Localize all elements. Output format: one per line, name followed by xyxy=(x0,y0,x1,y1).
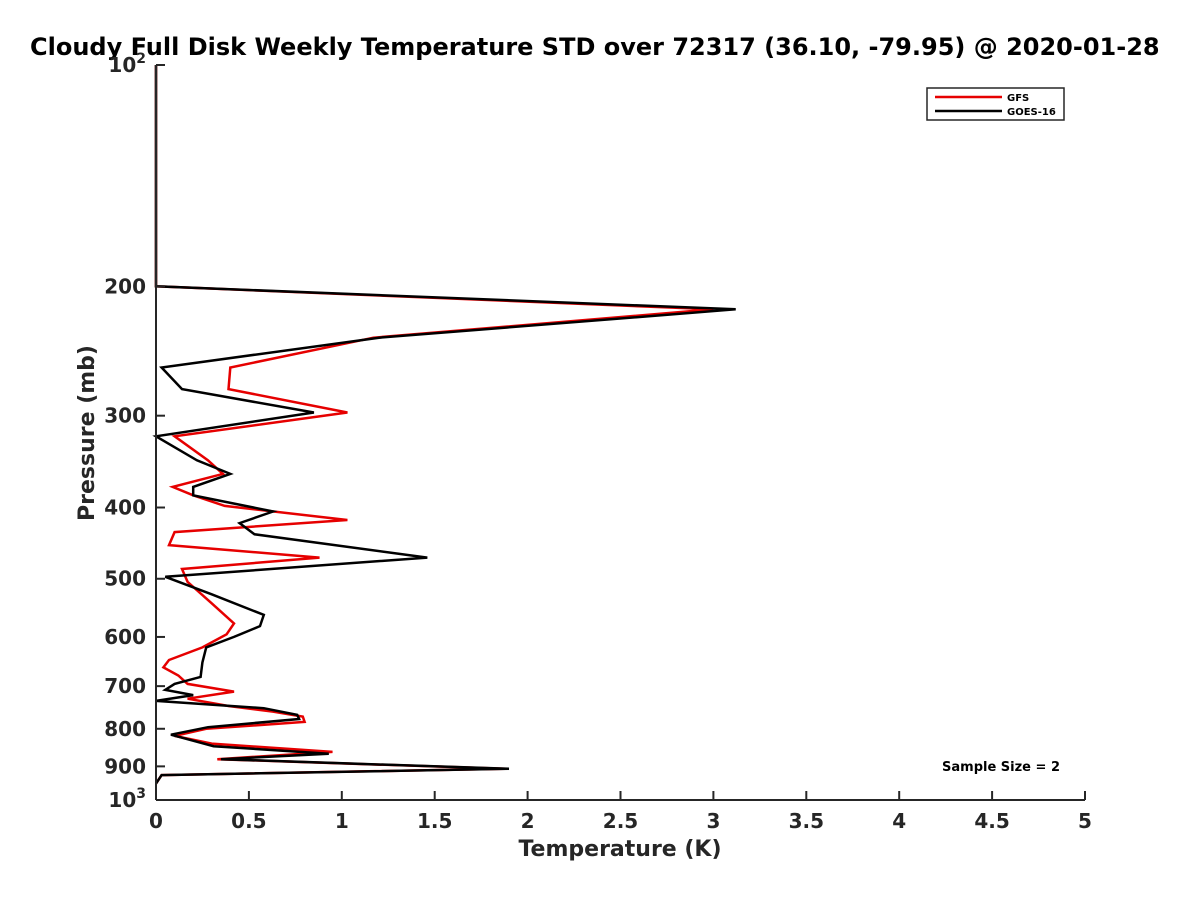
x-tick-label: 4 xyxy=(892,809,906,833)
x-axis-ticks: 0 0.5 1 1.5 2 2.5 3 3.5 4 4.5 5 xyxy=(149,791,1092,833)
x-tick-label: 5 xyxy=(1078,809,1092,833)
legend-box xyxy=(926,87,1065,121)
y-tick-label: 300 xyxy=(104,404,146,428)
y-tick-label: 400 xyxy=(104,496,146,520)
y-tick-label: 200 xyxy=(104,274,146,298)
y-tick-label: 102 xyxy=(108,51,146,77)
y-axis-ticks: 102 200 300 400 500 600 700 800 900 103 xyxy=(104,51,165,812)
x-tick-label: 4.5 xyxy=(974,809,1009,833)
chart-title: Cloudy Full Disk Weekly Temperature STD … xyxy=(30,33,1160,61)
y-tick-label: 900 xyxy=(104,754,146,778)
x-tick-label: 3.5 xyxy=(789,809,824,833)
legend-label-goes16: GOES-16 xyxy=(1007,107,1056,118)
y-tick-label: 600 xyxy=(104,625,146,649)
x-axis-title: Temperature (K) xyxy=(518,837,721,862)
y-axis-title: Pressure (mb) xyxy=(75,345,100,521)
x-tick-label: 1.5 xyxy=(417,809,452,833)
x-tick-label: 0 xyxy=(149,809,163,833)
sample-size-annotation: Sample Size = 2 xyxy=(942,760,1060,775)
x-tick-label: 1 xyxy=(335,809,349,833)
x-tick-label: 2 xyxy=(521,809,535,833)
y-tick-label: 800 xyxy=(104,717,146,741)
series-line-gfs xyxy=(154,65,714,785)
x-tick-label: 2.5 xyxy=(603,809,638,833)
y-tick-label: 700 xyxy=(104,674,146,698)
plot-series-group xyxy=(152,65,736,785)
y-tick-label: 500 xyxy=(104,567,146,591)
series-line-goes-16 xyxy=(152,65,736,785)
y-tick-label: 103 xyxy=(108,786,146,812)
x-tick-label: 0.5 xyxy=(231,809,266,833)
x-tick-label: 3 xyxy=(706,809,720,833)
legend-label-gfs: GFS xyxy=(1007,93,1029,104)
legend: GFS GOES-16 xyxy=(926,87,1065,121)
